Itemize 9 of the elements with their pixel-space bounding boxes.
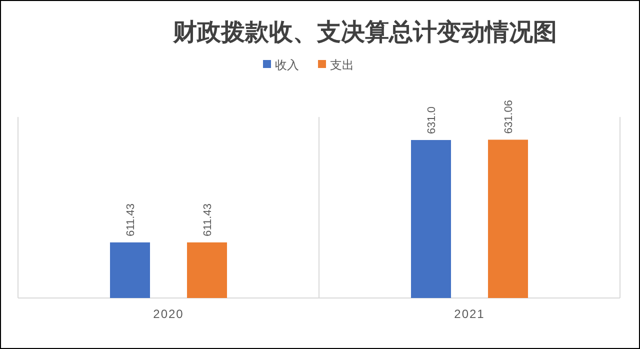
legend-label: 收入: [275, 58, 299, 72]
data-label: 611.43: [125, 204, 137, 236]
data-label: 611.43: [202, 204, 214, 236]
data-label: 631.06: [503, 100, 515, 134]
x-tick-label: 2020: [153, 307, 184, 321]
x-tick-label: 2021: [454, 307, 485, 321]
chart-title: 财政拨款收、支决算总计变动情况图: [172, 18, 557, 46]
legend-label: 支出: [330, 58, 354, 72]
data-label: 631.0: [426, 106, 438, 134]
